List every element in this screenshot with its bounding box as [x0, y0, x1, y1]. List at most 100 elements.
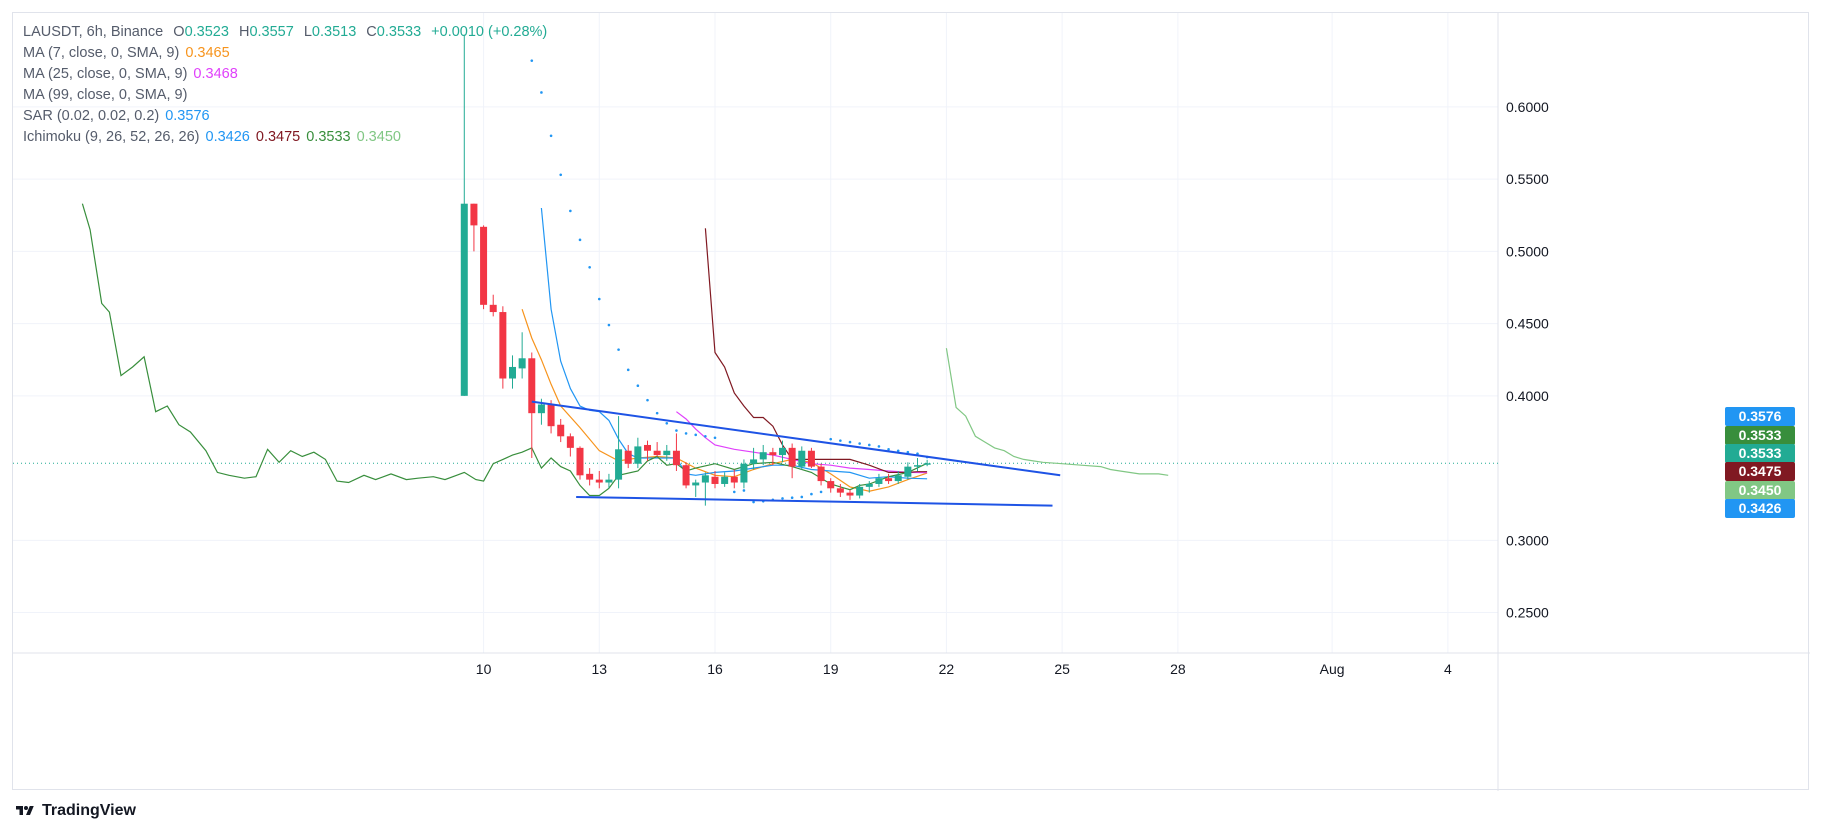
candle-body [798, 450, 806, 467]
price-tag: 0.3576 [1725, 407, 1795, 426]
sar-dot [559, 173, 563, 177]
y-tick-label: 0.2500 [1506, 605, 1549, 621]
trendline [576, 495, 1053, 507]
sar-dot [530, 59, 534, 62]
candle-body [682, 465, 690, 486]
sar-dot [665, 421, 669, 425]
indicator-row[interactable]: Ichimoku (9, 26, 52, 26, 26) 0.3426 0.3475… [23, 127, 553, 148]
candle-body [557, 424, 565, 437]
indicator-row[interactable]: SAR (0.02, 0.02, 0.2) 0.3576 [23, 106, 553, 127]
indicator-row[interactable]: MA (7, close, 0, SMA, 9) 0.3465 [23, 43, 553, 64]
sar-dot [800, 495, 804, 499]
chart-frame[interactable]: 0.2500 0.3000 0.4000 0.4500 0.5000 0.5500 0.60… [12, 12, 1810, 791]
indicator-value: 0.3465 [185, 45, 230, 61]
candle-body [788, 447, 796, 467]
sar-dot [810, 492, 813, 496]
candle-body [836, 488, 844, 493]
candle-body [624, 450, 632, 464]
tradingview-logo[interactable]: TradingView [12, 802, 136, 820]
y-tick-label: 0.4500 [1506, 316, 1549, 332]
candle-body [885, 478, 893, 482]
candle-body [904, 466, 912, 477]
sar-dot [742, 489, 746, 492]
indicator-value: 0.3533 [306, 129, 351, 145]
candle-body [663, 450, 671, 456]
candle-body [914, 465, 921, 467]
candle-body [923, 463, 931, 465]
x-tick-label: 16 [707, 661, 723, 677]
candle-body [470, 203, 478, 226]
candle-body [634, 446, 642, 464]
high-label: H [238, 24, 250, 40]
indicator-value: 0.3576 [165, 108, 210, 124]
open-value: 0.3523 [184, 24, 229, 40]
price-tag: 0.3533 [1725, 444, 1795, 463]
x-tick-label: 25 [1054, 661, 1070, 677]
sar-dot [877, 445, 881, 448]
indicator-label: MA (25, close, 0, SMA, 9) [23, 66, 188, 82]
candle-body [528, 358, 536, 414]
y-tick-label: 0.3000 [1506, 532, 1549, 548]
sar-dot [549, 134, 553, 138]
sar-dot [694, 433, 698, 437]
sar-dot [781, 497, 784, 500]
candle-body [721, 476, 729, 484]
candle-body [537, 404, 545, 414]
chart-legend: LAUSDT, 6h, Binance O0.3523 H0.3557 L0.3… [23, 22, 553, 148]
change-value: +0.0010 (+0.28%) [431, 24, 548, 40]
candle-body [894, 475, 902, 482]
sar-dot [704, 434, 707, 438]
high-value: 0.3557 [249, 24, 294, 40]
candle-body [769, 452, 777, 456]
price-tag: 0.3533 [1725, 426, 1795, 445]
low-label: L [303, 24, 312, 40]
x-tick-label: 4 [1444, 661, 1452, 677]
sar-dot [626, 368, 630, 372]
indicator-value: 0.3475 [255, 129, 301, 145]
sar-dot [848, 440, 852, 444]
candle-body [759, 452, 767, 460]
price-tag: 0.3475 [1725, 462, 1795, 481]
indicator-list: MA (7, close, 0, SMA, 9) 0.3465 MA (25, cl… [23, 43, 553, 148]
series-line [945, 348, 1169, 476]
open-label: O [173, 24, 185, 40]
trendline [531, 400, 1061, 477]
candle-body [740, 463, 748, 483]
candle-body [817, 466, 825, 482]
y-tick-label: 0.4000 [1506, 388, 1549, 404]
sar-dot [569, 209, 572, 213]
candle-body [750, 459, 758, 464]
x-tick-label: 10 [476, 661, 492, 677]
x-tick-label: Aug [1320, 661, 1345, 677]
sar-dot [675, 429, 678, 432]
indicator-label: MA (7, close, 0, SMA, 9) [23, 45, 180, 61]
price-chart[interactable]: 0.2500 0.3000 0.4000 0.4500 0.5000 0.5500 0.60… [13, 13, 1810, 791]
sar-dot [896, 449, 900, 453]
sar-dot [597, 297, 601, 301]
candle-body [653, 450, 661, 456]
candle-body [576, 447, 584, 476]
candle-body [480, 226, 488, 305]
tradingview-logo-icon [16, 806, 34, 815]
sar-dot [839, 439, 842, 442]
sar-dot [636, 384, 640, 388]
sar-dot [713, 436, 717, 440]
sar-dot [684, 432, 688, 435]
tradingview-logo-text: TradingView [42, 802, 136, 819]
indicator-row[interactable]: MA (99, close, 0, SMA, 9) [23, 85, 553, 106]
candle-body [711, 476, 719, 484]
indicator-value: 0.3450 [356, 129, 401, 145]
x-tick-label: 22 [939, 661, 955, 677]
candle-body [615, 449, 623, 480]
low-value: 0.3513 [311, 24, 357, 40]
price-tag: 0.3450 [1725, 481, 1795, 500]
sar-dot [752, 500, 755, 504]
candle-body [692, 482, 700, 486]
x-tick-label: 19 [823, 661, 839, 677]
indicator-value: 0.3468 [193, 66, 238, 82]
x-tick-label: 28 [1170, 661, 1186, 677]
candle-body [644, 444, 651, 451]
candle-body [672, 450, 680, 466]
candle-body [586, 473, 594, 480]
indicator-row[interactable]: MA (25, close, 0, SMA, 9) 0.3468 [23, 64, 553, 85]
